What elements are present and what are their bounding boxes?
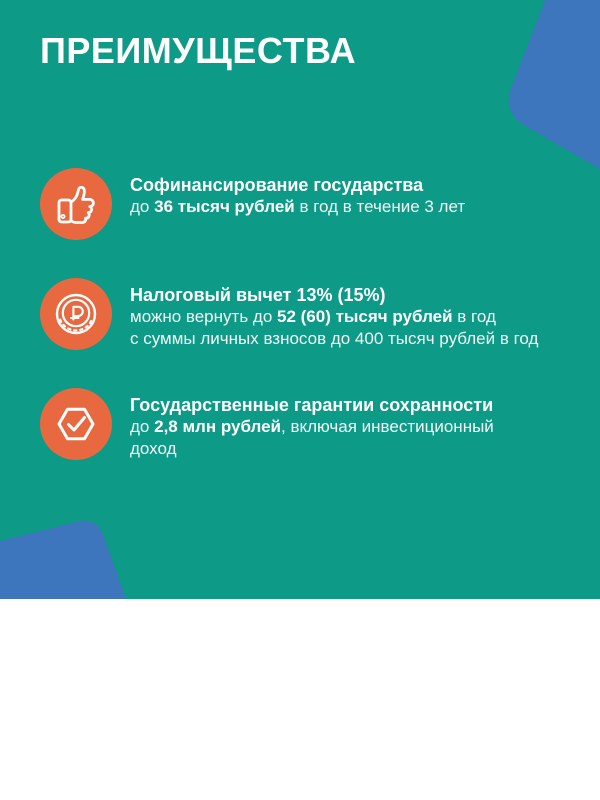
benefit-text-cofinancing: Софинансирование государства до 36 тысяч… — [130, 168, 465, 218]
benefit-text-state-guarantees: Государственные гарантии сохранности до … — [130, 388, 494, 460]
bottom-white-area — [0, 599, 600, 800]
benefit-heading: Налоговый вычет 13% (15%) — [130, 285, 386, 305]
hexagon-check-icon — [40, 388, 112, 460]
page-title: ПРЕИМУЩЕСТВА — [40, 30, 357, 71]
blue-corner-shape-top-right — [508, 0, 600, 169]
benefit-body: можно вернуть до 52 (60) тысяч рублей в … — [130, 307, 539, 348]
blue-corner-shape-bottom-left — [0, 520, 126, 599]
benefit-row-cofinancing: Софинансирование государства до 36 тысяч… — [40, 168, 565, 240]
teal-background-panel: ПРЕИМУЩЕСТВА Софинансирование государств… — [0, 0, 600, 599]
thumbs-up-icon — [40, 168, 112, 240]
benefit-text-tax-deduction: Налоговый вычет 13% (15%) можно вернуть … — [130, 278, 538, 350]
benefit-heading: Государственные гарантии сохранности — [130, 395, 494, 415]
benefit-body: до 36 тысяч рублей в год в течение 3 лет — [130, 197, 466, 216]
benefit-row-tax-deduction: Налоговый вычет 13% (15%) можно вернуть … — [40, 278, 565, 350]
benefit-body: до 2,8 млн рублей, включая инвестиционны… — [130, 417, 494, 458]
ruble-coin-icon — [40, 278, 112, 350]
benefit-row-state-guarantees: Государственные гарантии сохранности до … — [40, 388, 565, 460]
benefit-heading: Софинансирование государства — [130, 175, 424, 195]
